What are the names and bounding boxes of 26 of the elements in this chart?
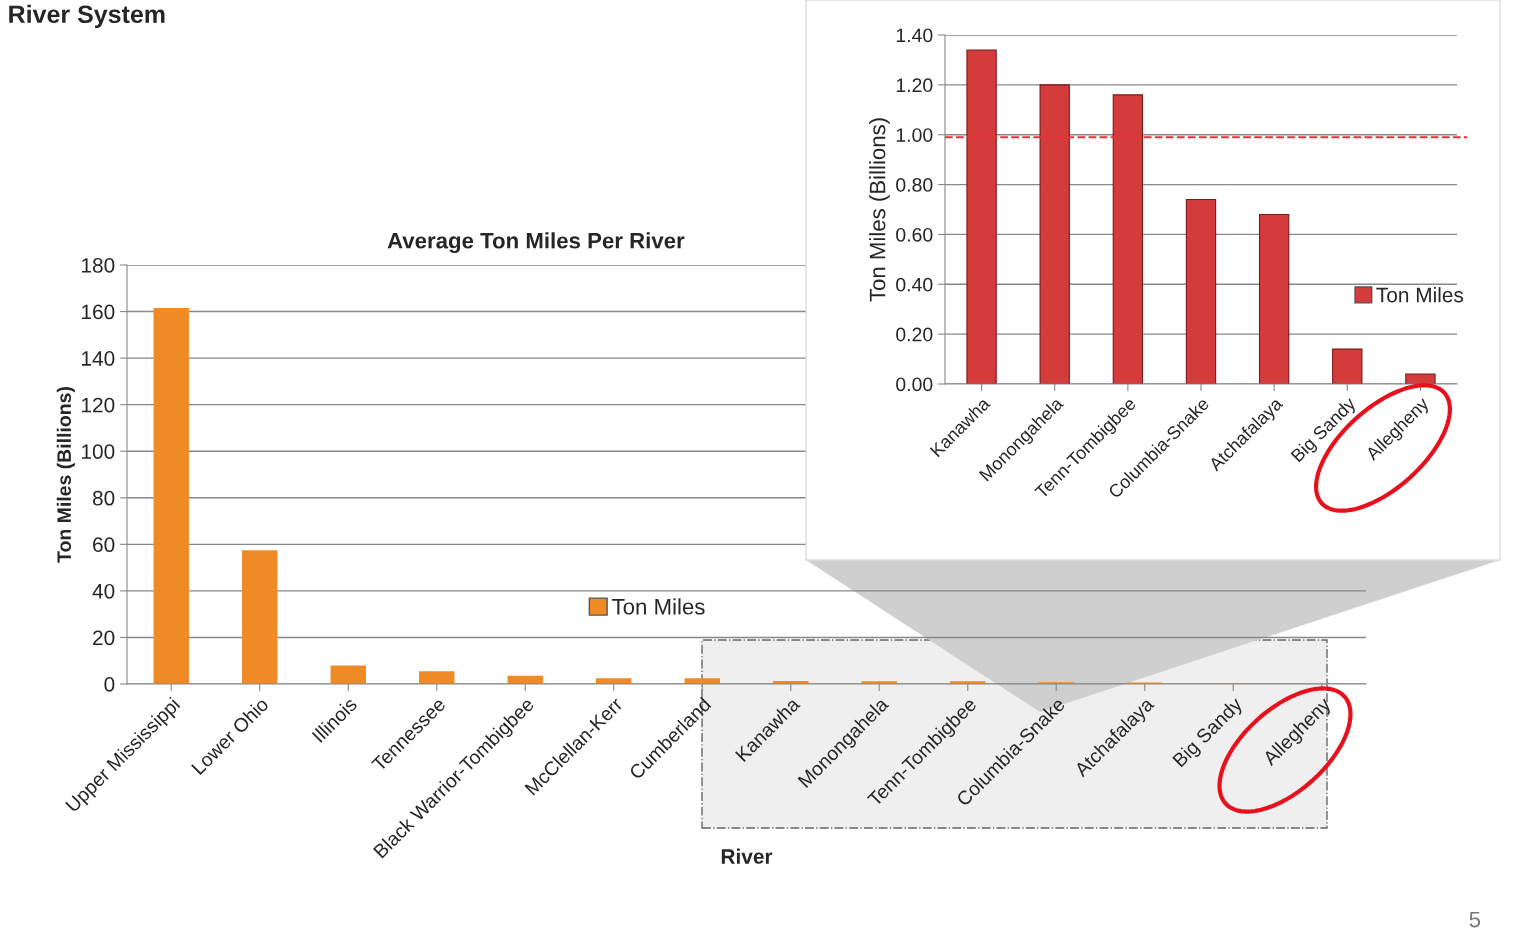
y-tick-label: 40 <box>92 583 115 599</box>
x-axis-title: River <box>721 848 773 864</box>
text: 5 <box>1469 911 1481 928</box>
y-tick-label: 120 <box>82 397 115 413</box>
y-axis-title: Ton Miles (Billions) <box>56 387 75 563</box>
chart-title: Average Ton Miles Per River <box>387 232 685 254</box>
y-tick-label: 1.20 <box>896 78 933 93</box>
y-tick-label: 0.00 <box>896 377 933 392</box>
y-tick-label: 0.80 <box>896 178 933 192</box>
y-tick-label: 180 <box>82 258 115 273</box>
y-tick-label: 20 <box>93 630 115 646</box>
y-tick-label: 80 <box>92 490 115 506</box>
y-tick-label: 140 <box>82 351 115 366</box>
text: River System <box>9 4 165 29</box>
y-tick-label: 1.40 <box>896 28 933 43</box>
y-tick-label: 0.60 <box>896 227 933 242</box>
legend-label: Ton Miles <box>612 598 705 615</box>
y-tick-label: 100 <box>82 444 115 459</box>
y-tick-label: 0.20 <box>896 327 933 342</box>
legend-label: Ton Miles <box>1376 287 1464 303</box>
y-tick-label: 60 <box>93 537 115 553</box>
y-tick-label: 160 <box>82 304 115 320</box>
y-tick-label: 1.00 <box>896 128 933 142</box>
y-tick-label: 0.40 <box>896 277 933 292</box>
y-tick-label: 0 <box>104 677 115 692</box>
y-axis-title: Ton Miles (Billions) <box>869 118 890 302</box>
